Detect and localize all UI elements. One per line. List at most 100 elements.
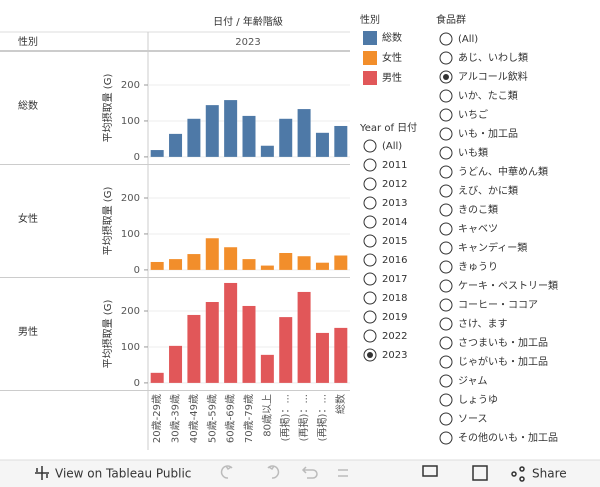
radio-button[interactable] (439, 165, 453, 179)
row-label: 男性 (18, 325, 38, 338)
radio-button[interactable] (363, 310, 377, 324)
radio-button[interactable] (363, 329, 377, 343)
filter-option[interactable]: アルコール飲料 (458, 70, 528, 83)
bar (169, 345, 183, 383)
filter-option[interactable]: 2019 (382, 312, 407, 323)
y-tick-label: 0 (134, 378, 140, 389)
radio-button[interactable] (439, 203, 453, 217)
legend-label: 男性 (382, 71, 402, 84)
radio-button[interactable] (439, 393, 453, 407)
filter-option[interactable]: きのこ類 (458, 204, 498, 216)
legend-swatch (363, 51, 377, 65)
tableau-logo (35, 466, 49, 480)
filter-option[interactable]: いちご (458, 108, 488, 121)
filter-option[interactable]: コーヒー・ココア (458, 299, 538, 311)
y-tick-label: 0 (134, 265, 140, 276)
filter-option[interactable]: ケーキ・ペストリー類 (458, 280, 558, 292)
radio-button[interactable] (363, 291, 377, 305)
y-axis-title: 平均摂取量 (G) (101, 300, 114, 369)
radio-button[interactable] (363, 196, 377, 210)
radio-button[interactable] (363, 253, 377, 267)
radio-button[interactable] (439, 260, 453, 274)
radio-button[interactable] (439, 241, 453, 255)
radio-button[interactable] (439, 127, 453, 141)
legend-label: 総数 (382, 31, 402, 44)
radio-button[interactable] (439, 355, 453, 369)
radio-button[interactable] (439, 184, 453, 198)
filter-option[interactable]: あじ、いわし類 (458, 52, 528, 64)
filter-option[interactable]: さつまいも・加工品 (458, 337, 548, 349)
filter-option[interactable]: えび、かに類 (458, 185, 518, 197)
filter-option[interactable]: いも類 (458, 147, 488, 159)
radio-button[interactable] (439, 412, 453, 426)
filter-option[interactable]: ソース (458, 414, 488, 425)
filter-option[interactable]: さけ、ます (458, 318, 508, 330)
filter-option[interactable]: いか、たこ類 (458, 90, 518, 102)
bar (224, 100, 238, 157)
bar (242, 115, 256, 157)
filter-option[interactable]: うどん、中華めん類 (458, 165, 548, 178)
filter-option[interactable]: 2018 (382, 293, 407, 304)
bar (205, 302, 219, 383)
bar (297, 256, 311, 270)
radio-button[interactable] (439, 431, 453, 445)
bar (205, 238, 219, 270)
x-tick-label: 20歳-29歳 (151, 394, 163, 443)
filter-option[interactable]: キャンディー類 (458, 241, 527, 254)
y-axis-title: 平均摂取量 (G) (101, 74, 114, 143)
radio-button[interactable] (439, 146, 453, 160)
radio-button[interactable] (363, 234, 377, 248)
filter-option[interactable]: 2013 (382, 198, 407, 209)
filter-option[interactable]: じゃがいも・加工品 (458, 355, 548, 368)
filter-option[interactable]: 2016 (382, 255, 407, 266)
filter-option[interactable]: 2012 (382, 179, 407, 190)
filter-option[interactable]: 2014 (382, 217, 407, 228)
x-tick-label: 50歳-59歳 (206, 394, 218, 443)
y-tick-label: 100 (121, 342, 140, 353)
legend: 性別 (360, 13, 380, 26)
bar (279, 317, 293, 383)
bar (187, 254, 201, 270)
bar (260, 145, 274, 157)
bar (260, 354, 274, 383)
radio-button[interactable] (439, 51, 453, 65)
radio-button[interactable] (363, 272, 377, 286)
radio-button[interactable] (439, 279, 453, 293)
bar (169, 259, 183, 270)
radio-button[interactable] (439, 89, 453, 103)
y-tick-label: 0 (134, 152, 140, 163)
filter-option[interactable]: 2011 (382, 160, 407, 171)
share-button[interactable]: Share (532, 467, 567, 481)
filter-option[interactable]: ジャム (458, 375, 488, 387)
radio-button[interactable] (363, 177, 377, 191)
filter-option[interactable]: 2023 (382, 350, 407, 361)
view-link[interactable]: View on Tableau Public (55, 467, 191, 481)
legend-label: 女性 (382, 51, 402, 64)
toolbar-icons (422, 465, 525, 482)
radio-button[interactable] (439, 298, 453, 312)
row-label: 女性 (18, 212, 38, 225)
radio-button[interactable] (439, 32, 453, 46)
filter-option[interactable]: キャベツ (458, 223, 498, 235)
filter-option[interactable]: 2015 (382, 236, 407, 247)
radio-button[interactable] (363, 215, 377, 229)
filter-option[interactable]: いも・加工品 (458, 128, 518, 140)
radio-button[interactable] (439, 108, 453, 122)
radio-button[interactable] (439, 317, 453, 331)
radio-button[interactable] (439, 222, 453, 236)
bar (150, 150, 164, 157)
filter-option[interactable]: 2017 (382, 274, 407, 285)
filter-option[interactable]: その他のいも・加工品 (458, 431, 558, 444)
radio-button[interactable] (363, 158, 377, 172)
x-tick-label: 総数 (334, 394, 347, 414)
radio-button[interactable] (439, 374, 453, 388)
filter-option[interactable]: (All) (458, 34, 478, 45)
filter-option[interactable]: きゅうり (458, 261, 498, 273)
filter-option[interactable]: しょうゆ (458, 394, 498, 406)
radio-button[interactable] (439, 336, 453, 350)
filter-option[interactable]: 2022 (382, 331, 407, 342)
radio-button[interactable] (363, 139, 377, 153)
filter-option[interactable]: (All) (382, 141, 402, 152)
legend-swatch (363, 71, 377, 85)
